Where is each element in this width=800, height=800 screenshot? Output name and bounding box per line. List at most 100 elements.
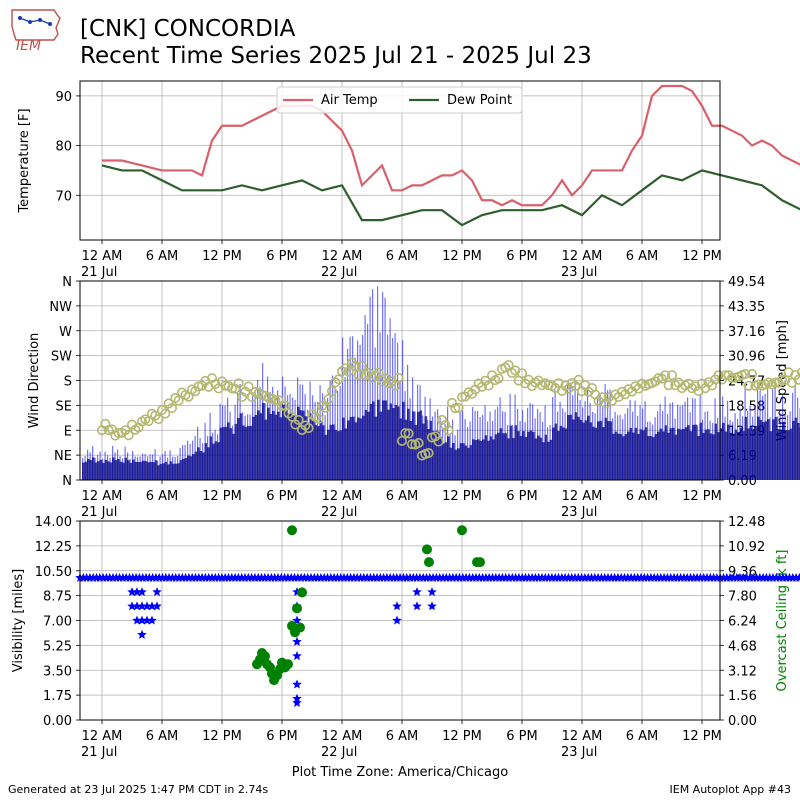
ceiling-points <box>252 525 485 686</box>
vis-ytick-right-label: 6.24 <box>728 615 757 630</box>
wind-speed-bar <box>299 410 303 480</box>
wind-speed-bar <box>534 438 538 480</box>
wind-speed-bar <box>707 429 710 480</box>
visibility-point <box>132 601 142 611</box>
wind-speed-bar <box>677 428 680 480</box>
wind-direction-point <box>356 360 367 371</box>
wind-speed-bar <box>792 420 795 480</box>
ceiling-point <box>260 651 270 662</box>
wind-speed-bar <box>764 421 768 480</box>
wind-speed-bar <box>272 411 275 480</box>
wind-direction-point <box>430 431 441 442</box>
wind-speed-bar <box>319 420 323 480</box>
wind-speed-bar <box>162 463 165 480</box>
visibility-points <box>75 572 800 707</box>
wind-speed-bar <box>97 461 100 480</box>
wind-speed-bar <box>482 439 485 480</box>
wind-direction-point <box>333 374 344 385</box>
wind-speed-bar <box>439 436 443 480</box>
vis-y-axis-label: Visibility [miles] <box>11 569 26 672</box>
wind-gust-bar <box>379 332 381 480</box>
wind-direction-point <box>153 414 164 425</box>
vis-ytick-label: 10.50 <box>35 565 72 580</box>
wind-speed-bar <box>339 430 343 480</box>
wind-speed-bar <box>559 425 563 480</box>
wind-speed-bar <box>267 407 270 480</box>
temp-xtick-label: 12 PM <box>682 249 722 264</box>
temp-xtick-label: 12 AM <box>562 249 603 264</box>
wind-gust-bar <box>387 334 389 480</box>
wind-gust-bar <box>349 336 351 480</box>
wind-speed-bar <box>142 460 145 480</box>
wind-direction-point <box>516 368 527 379</box>
wind-speed-bar <box>139 461 143 480</box>
logo-text: IEM <box>16 38 41 52</box>
temp-xtick-label: 6 PM <box>506 249 537 264</box>
ceiling-point <box>295 622 305 633</box>
wind-speed-bar <box>89 460 93 480</box>
wind-speed-bar <box>464 445 468 480</box>
wind-speed-bar <box>412 411 415 480</box>
wind-direction-point <box>556 385 567 396</box>
wind-speed-bar <box>337 431 340 480</box>
vis-ytick-right-label: 4.68 <box>728 639 757 654</box>
wind-speed-bar <box>117 458 120 480</box>
wind-speed-bar <box>787 430 790 480</box>
wind-speed-bar <box>279 417 283 480</box>
wind-gust-bar <box>347 348 349 480</box>
wind-speed-bar <box>767 419 770 480</box>
wind-speed-bar <box>632 432 635 480</box>
wind-speed-bar <box>254 414 258 480</box>
vis-xtick-label: 12 PM <box>682 729 722 744</box>
wind-direction-point <box>173 395 184 406</box>
vis-ytick-label: 12.25 <box>35 540 72 555</box>
wind-speed-bar <box>657 431 660 480</box>
wind-speed-bar <box>502 433 505 480</box>
wind-speed-bar <box>627 431 630 480</box>
wind-speed-bar <box>504 433 508 480</box>
wind-ytick-right-label: 37.16 <box>728 325 765 340</box>
wind-xtick-label: 12 AM <box>82 489 123 504</box>
visibility-point <box>132 587 142 597</box>
wind-speed-bar <box>212 443 215 480</box>
wind-speed-bar <box>777 430 780 480</box>
vis-xtick-label: 6 PM <box>506 729 537 744</box>
wind-speed-bar <box>554 423 558 480</box>
wind-speed-bar <box>384 400 388 480</box>
wind-direction-point <box>320 402 331 413</box>
wind-direction-point <box>443 425 454 436</box>
visibility-point <box>142 601 152 611</box>
wind-speed-bar <box>512 438 515 480</box>
wind-speed-bar <box>487 440 490 480</box>
wind-speed-bar <box>262 402 265 480</box>
wind-xtick-label: 6 PM <box>506 489 537 504</box>
visibility-point <box>152 587 162 597</box>
wind-speed-bar <box>317 426 320 480</box>
wind-speed-bar <box>577 416 580 480</box>
wind-speed-bar <box>587 415 590 480</box>
wind-speed-bar <box>189 456 193 480</box>
wind-speed-bar <box>754 425 758 480</box>
wind-speed-bar <box>674 434 678 480</box>
wind-gust-bar <box>357 340 359 480</box>
wind-gust-bar <box>342 337 344 480</box>
wind-speed-bar <box>617 433 620 480</box>
wind-speed-bar <box>264 419 268 480</box>
wind-direction-point <box>666 370 677 381</box>
wind-speed-bar <box>724 431 728 480</box>
visibility-point <box>147 615 157 625</box>
wind-direction-point <box>123 430 134 441</box>
vis-xtick-label: 12 AM <box>82 729 123 744</box>
wind-speed-bar <box>452 443 455 480</box>
wind-speed-bar <box>344 428 348 480</box>
vis-ytick-right-label: 3.12 <box>728 664 757 679</box>
wind-speed-bar <box>107 461 110 480</box>
vis-xtick-label: 6 AM <box>626 729 659 744</box>
wind-speed-bar <box>692 424 695 480</box>
wind-date-label: 22 Jul <box>321 505 357 520</box>
wind-speed-bar <box>682 429 685 480</box>
temp-xtick-label: 6 AM <box>386 249 419 264</box>
wind-ytick-label: N <box>62 474 72 489</box>
wind-speed-bar <box>694 424 698 480</box>
wind-speed-bar <box>284 409 288 480</box>
